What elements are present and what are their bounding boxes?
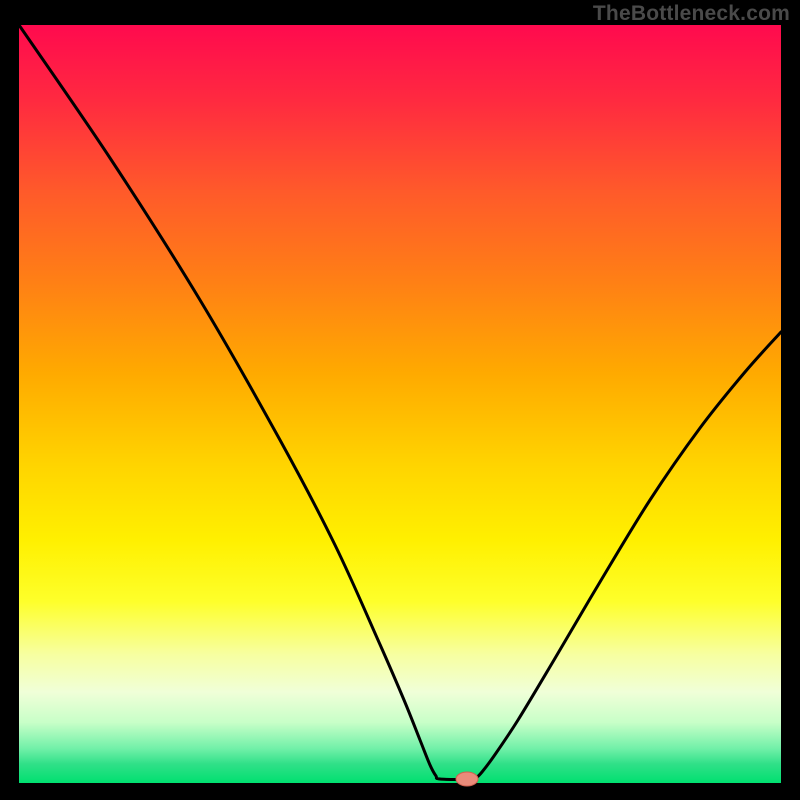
watermark-text: TheBottleneck.com xyxy=(593,2,790,26)
optimal-marker xyxy=(456,772,478,786)
chart-container: { "watermark": "TheBottleneck.com", "cha… xyxy=(0,0,800,800)
plot-background xyxy=(19,25,781,783)
bottleneck-chart xyxy=(0,0,800,800)
